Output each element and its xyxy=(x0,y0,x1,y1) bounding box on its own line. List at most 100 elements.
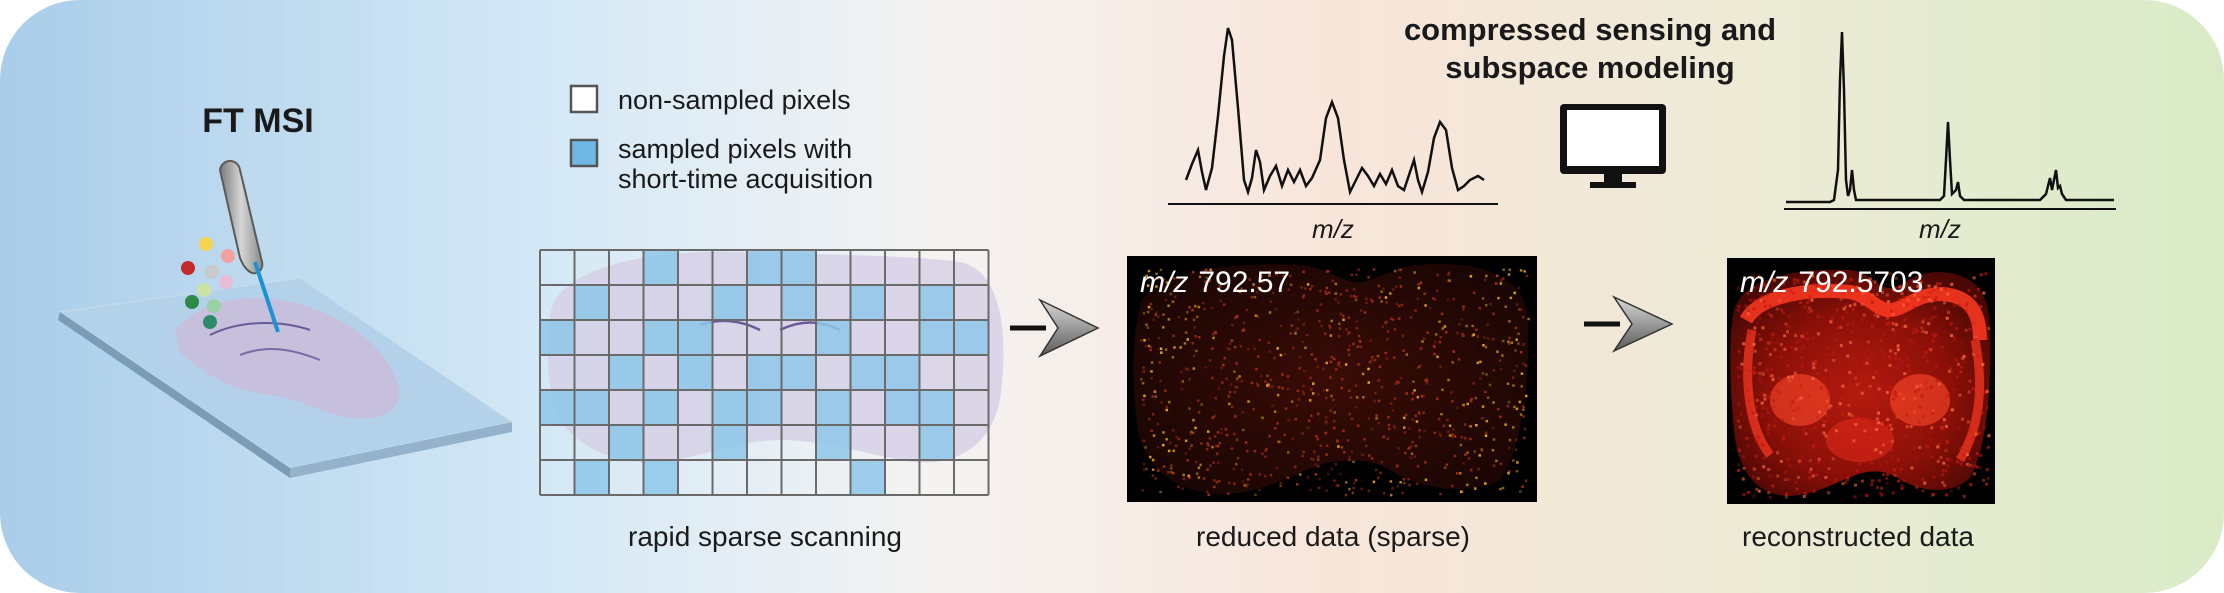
heatmap-pixel xyxy=(1317,455,1320,458)
heatmap-pixel xyxy=(1919,428,1923,432)
heatmap-pixel xyxy=(1831,284,1835,288)
heatmap-pixel xyxy=(1763,283,1767,287)
heatmap-pixel xyxy=(1945,395,1949,399)
heatmap-pixel xyxy=(1748,298,1752,302)
heatmap-pixel xyxy=(1968,457,1972,461)
heatmap-pixel xyxy=(1197,305,1201,309)
heatmap-pixel xyxy=(1812,489,1816,493)
heatmap-pixel xyxy=(1213,435,1217,438)
heatmap-pixel xyxy=(1848,370,1852,374)
heatmap-pixel xyxy=(1399,285,1403,288)
heatmap-pixel xyxy=(1943,483,1947,487)
heatmap-pixel xyxy=(1142,366,1145,369)
heatmap-pixel xyxy=(1875,428,1879,432)
heatmap-pixel xyxy=(1191,308,1194,312)
sampled-cell xyxy=(747,355,782,390)
heatmap-pixel xyxy=(1352,294,1356,298)
heatmap-pixel xyxy=(1484,345,1488,349)
heatmap-pixel xyxy=(1333,479,1336,482)
heatmap-pixel xyxy=(1804,432,1808,436)
heatmap-pixel xyxy=(1957,303,1961,307)
heatmap-pixel xyxy=(1149,348,1152,352)
heatmap-pixel xyxy=(1330,319,1333,323)
heatmap-pixel xyxy=(1942,461,1946,465)
heatmap-pixel xyxy=(1275,308,1278,311)
heatmap-pixel xyxy=(1888,356,1892,360)
heatmap-pixel xyxy=(1436,355,1439,359)
heatmap-pixel xyxy=(1823,412,1827,416)
heatmap-pixel xyxy=(1761,326,1765,330)
heatmap-pixel xyxy=(1222,303,1226,306)
heatmap-pixel xyxy=(1522,415,1525,418)
heatmap-pixel xyxy=(1845,279,1849,283)
heatmap-pixel xyxy=(1793,281,1797,285)
heatmap-pixel xyxy=(1357,363,1360,366)
heatmap-pixel xyxy=(1821,376,1825,380)
heatmap-pixel xyxy=(1889,272,1893,276)
heatmap-pixel xyxy=(1877,479,1881,483)
heatmap-pixel xyxy=(1771,484,1775,488)
heatmap-pixel xyxy=(1316,365,1320,369)
heatmap-pixel xyxy=(1761,372,1765,376)
heatmap-pixel xyxy=(1279,481,1283,484)
heatmap-pixel xyxy=(1929,385,1933,389)
heatmap-pixel xyxy=(1345,328,1348,331)
heatmap-pixel xyxy=(1393,426,1397,430)
heatmap-pixel xyxy=(1377,476,1380,480)
heatmap-pixel xyxy=(1979,453,1983,457)
heatmap-pixel xyxy=(1771,378,1775,382)
heatmap-pixel xyxy=(1150,307,1153,311)
heatmap-pixel xyxy=(1830,317,1834,321)
heatmap-pixel xyxy=(1483,278,1487,282)
heatmap-pixel xyxy=(1291,346,1295,350)
heatmap-pixel xyxy=(1264,455,1267,458)
heatmap-pixel xyxy=(1962,494,1966,498)
heatmap-pixel xyxy=(1348,389,1351,393)
heatmap-pixel xyxy=(1324,332,1327,336)
heatmap-pixel xyxy=(1826,286,1830,290)
heatmap-pixel xyxy=(1825,399,1829,403)
heatmap-pixel xyxy=(1476,335,1480,338)
heatmap-pixel xyxy=(1927,347,1931,351)
heatmap-pixel xyxy=(1893,473,1897,477)
heatmap-pixel xyxy=(1772,424,1776,428)
heatmap-pixel xyxy=(1208,359,1212,362)
heatmap-pixel xyxy=(1844,311,1848,315)
heatmap-pixel xyxy=(1878,429,1882,433)
heatmap-pixel xyxy=(1392,318,1395,321)
heatmap-pixel xyxy=(1370,298,1373,301)
heatmap-pixel xyxy=(1916,284,1920,288)
sampled-cell xyxy=(609,425,644,460)
heatmap-pixel xyxy=(1478,454,1482,457)
heatmap-pixel xyxy=(1854,415,1858,419)
heatmap-pixel xyxy=(1409,456,1413,459)
legend-sampled-label-line1: sampled pixels with xyxy=(618,134,852,164)
heatmap-pixel xyxy=(1235,362,1238,366)
heatmap-pixel xyxy=(1967,289,1971,293)
heatmap-pixel xyxy=(1325,286,1329,290)
heatmap-pixel xyxy=(1372,480,1376,484)
heatmap-pixel xyxy=(1856,285,1860,289)
heatmap-pixel xyxy=(1956,460,1960,464)
heatmap-pixel xyxy=(1479,360,1482,364)
heatmap-pixel xyxy=(1771,332,1775,336)
heatmap-pixel xyxy=(1456,331,1459,335)
heatmap-pixel xyxy=(1156,445,1160,449)
heatmap-pixel xyxy=(1158,361,1161,364)
heatmap-pixel xyxy=(1501,354,1504,357)
heatmap-pixel xyxy=(1857,402,1861,406)
heatmap-pixel xyxy=(1325,444,1329,448)
heatmap-pixel xyxy=(1930,455,1934,459)
heatmap-pixel xyxy=(1839,297,1843,301)
heatmap-pixel xyxy=(1348,458,1351,462)
heatmap-pixel xyxy=(1796,280,1800,284)
heatmap-pixel xyxy=(1760,401,1764,405)
heatmap-pixel xyxy=(1799,300,1803,304)
heatmap-pixel xyxy=(1784,322,1788,326)
method-title-line1: compressed sensing and xyxy=(1404,12,1776,47)
heatmap-pixel xyxy=(1279,284,1282,288)
heatmap-pixel xyxy=(1762,456,1766,460)
heatmap-pixel xyxy=(1928,318,1932,322)
heatmap-pixel xyxy=(1142,439,1146,442)
heatmap-pixel xyxy=(1933,306,1937,310)
